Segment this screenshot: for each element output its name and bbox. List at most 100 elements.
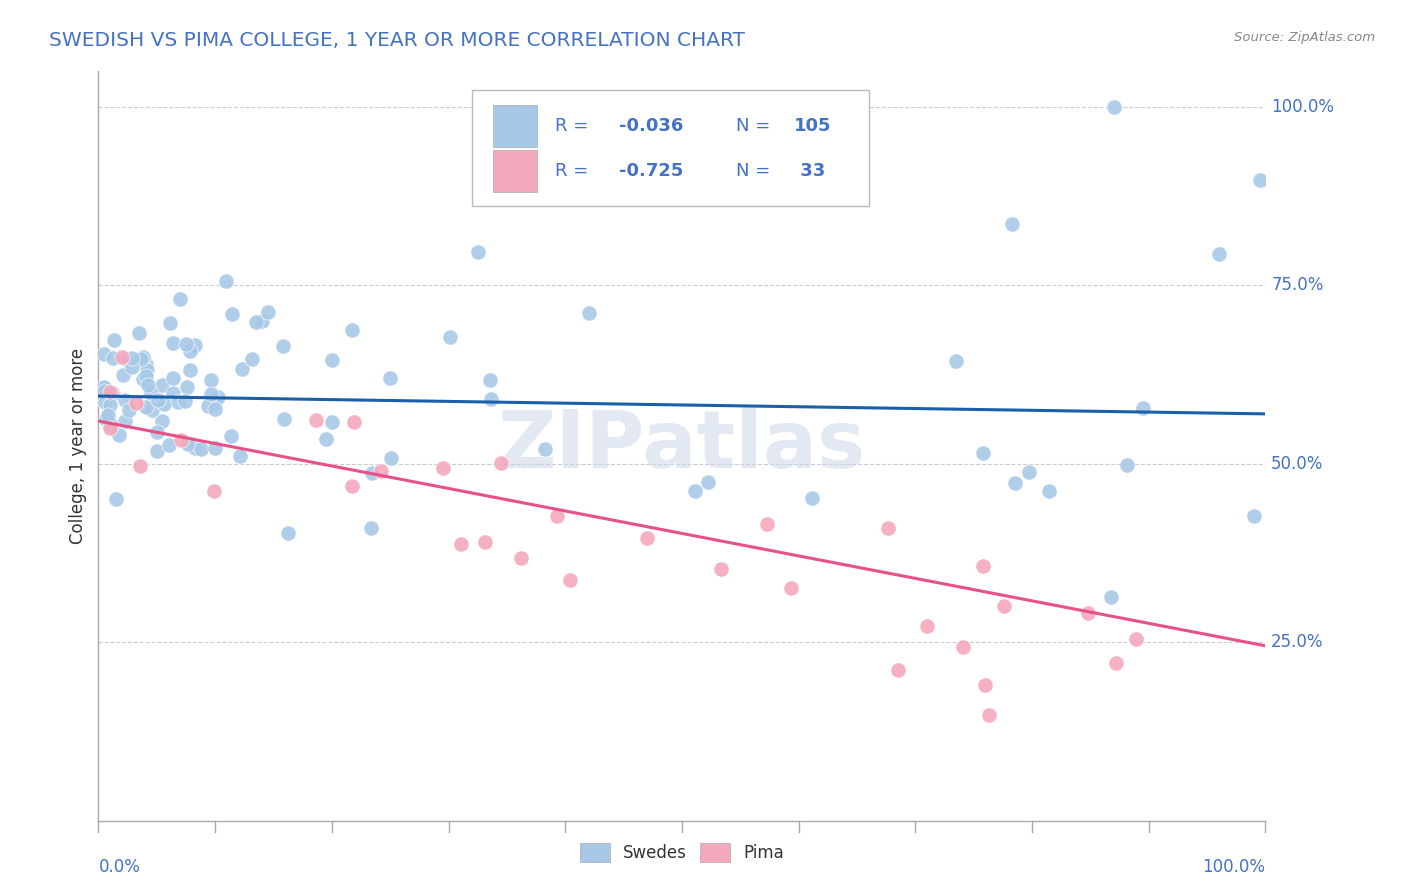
Point [184, 441, 207, 455]
Point [1104, 657, 1126, 671]
Point [780, 582, 803, 596]
Point [489, 456, 512, 470]
Point [115, 351, 138, 366]
Point [546, 509, 568, 524]
Point [229, 450, 252, 464]
Point [1208, 247, 1230, 261]
Point [1115, 458, 1137, 473]
Point [993, 599, 1015, 613]
Point [100, 417, 122, 432]
Point [162, 385, 184, 400]
Point [305, 413, 328, 427]
Point [219, 429, 242, 443]
Point [202, 483, 225, 498]
Point [710, 562, 733, 576]
Point [136, 362, 159, 376]
Point [432, 461, 454, 475]
Point [97, 409, 120, 423]
Point [450, 537, 472, 551]
Point [1018, 465, 1040, 479]
Point [340, 479, 363, 493]
Text: 33: 33 [794, 162, 825, 180]
Text: R =: R = [555, 117, 593, 135]
Point [118, 402, 141, 417]
Text: 75.0%: 75.0% [1271, 277, 1323, 294]
Point [125, 396, 148, 410]
Point [101, 351, 124, 366]
Point [128, 326, 150, 341]
Point [114, 393, 136, 408]
Text: 105: 105 [794, 117, 831, 135]
Point [96, 412, 118, 426]
Point [756, 516, 779, 531]
Text: Source: ZipAtlas.com: Source: ZipAtlas.com [1234, 31, 1375, 45]
Point [271, 339, 294, 353]
Point [315, 432, 337, 446]
Point [121, 360, 143, 375]
Point [170, 433, 193, 447]
Point [204, 394, 226, 409]
Point [361, 466, 384, 480]
FancyBboxPatch shape [472, 90, 869, 206]
Point [696, 475, 718, 489]
Point [974, 678, 997, 692]
Point [340, 322, 363, 336]
Point [467, 244, 489, 259]
Text: 25.0%: 25.0% [1271, 633, 1323, 651]
Point [159, 316, 181, 330]
Point [380, 451, 402, 466]
Point [131, 352, 153, 367]
Point [370, 464, 392, 478]
Point [439, 329, 461, 343]
Point [150, 413, 173, 427]
Point [108, 428, 131, 442]
Text: -0.725: -0.725 [619, 162, 683, 180]
Point [135, 357, 157, 371]
Point [245, 315, 267, 329]
Point [157, 437, 180, 451]
Point [141, 403, 163, 417]
Point [915, 619, 938, 633]
Point [360, 521, 382, 535]
Point [174, 394, 197, 409]
Point [98, 398, 121, 412]
Point [94, 395, 117, 409]
Text: N =: N = [735, 162, 776, 180]
Point [558, 574, 581, 588]
Point [221, 308, 243, 322]
Text: 50.0%: 50.0% [1271, 455, 1323, 473]
Point [1038, 484, 1060, 499]
Point [100, 387, 122, 401]
Point [153, 397, 176, 411]
Text: 100.0%: 100.0% [1202, 858, 1265, 876]
Point [121, 351, 143, 366]
Point [683, 483, 706, 498]
Point [380, 370, 402, 384]
Point [952, 640, 974, 655]
Point [136, 377, 159, 392]
Point [636, 532, 658, 546]
Point [252, 314, 274, 328]
Point [128, 459, 150, 474]
Text: ZIPatlas: ZIPatlas [498, 407, 866, 485]
Point [166, 394, 188, 409]
Point [534, 442, 557, 457]
Point [176, 379, 198, 393]
Text: N =: N = [735, 117, 776, 135]
Point [93, 381, 115, 395]
Text: 100.0%: 100.0% [1271, 98, 1334, 116]
Point [578, 306, 600, 320]
Point [877, 521, 900, 535]
Point [169, 292, 191, 306]
Point [321, 416, 343, 430]
FancyBboxPatch shape [494, 151, 537, 192]
Point [240, 352, 263, 367]
Point [131, 371, 153, 385]
Point [179, 344, 201, 359]
Point [111, 350, 134, 364]
Point [146, 392, 169, 407]
Text: SWEDISH VS PIMA COLLEGE, 1 YEAR OR MORE CORRELATION CHART: SWEDISH VS PIMA COLLEGE, 1 YEAR OR MORE … [49, 31, 745, 50]
Text: 0.0%: 0.0% [98, 858, 141, 876]
Point [510, 550, 533, 565]
Point [104, 491, 127, 506]
